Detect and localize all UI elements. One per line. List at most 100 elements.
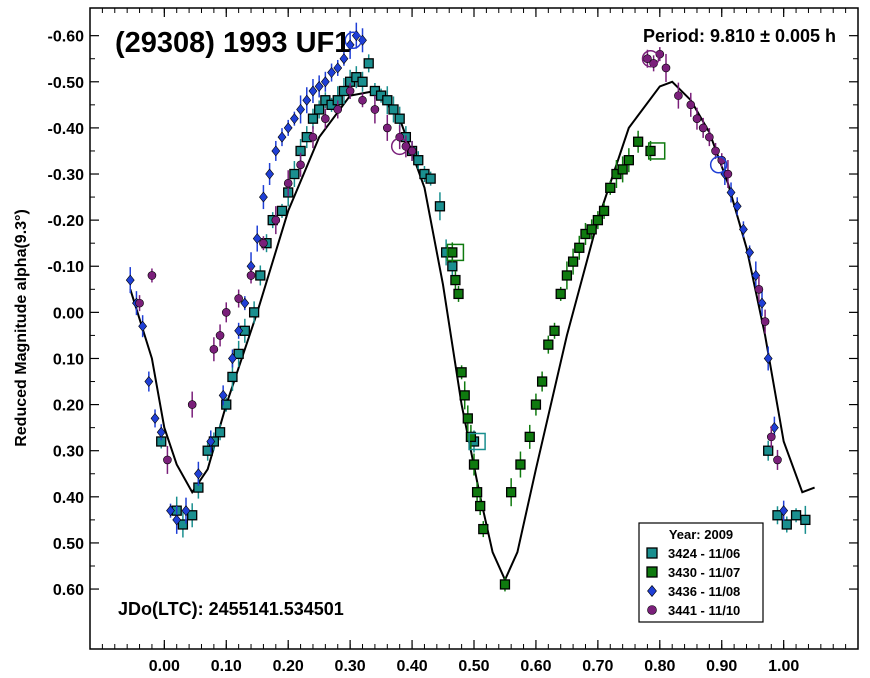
x-tick-label: 0.90: [706, 658, 737, 675]
data-point: [723, 169, 733, 179]
data-point: [623, 155, 634, 166]
data-point: [779, 505, 789, 517]
data-point: [296, 103, 305, 115]
data-point: [177, 519, 189, 530]
highlight-marker: [390, 137, 409, 156]
data-point: [705, 132, 714, 142]
x-tick-label: 0.40: [396, 658, 427, 675]
data-point: [255, 270, 266, 281]
highlight-marker: [647, 142, 666, 160]
data-point: [605, 182, 616, 193]
highlight-marker: [709, 156, 728, 174]
data-point: [215, 331, 225, 340]
data-point: [515, 459, 526, 470]
y-tick-label: 0.30: [53, 444, 84, 461]
y-tick-label: 0.40: [53, 490, 84, 507]
data-point: [468, 459, 480, 470]
data-point: [453, 288, 464, 300]
data-point: [271, 215, 281, 225]
data-point: [530, 399, 542, 410]
data-point: [592, 214, 604, 226]
data-point: [645, 145, 656, 157]
data-point: [181, 505, 191, 517]
data-point: [524, 431, 535, 443]
data-point: [314, 104, 325, 115]
data-point: [296, 160, 305, 170]
legend-item: 3430 - 11/07: [646, 565, 740, 580]
y-tick-label: 0.00: [53, 305, 84, 322]
data-point: [773, 455, 782, 465]
legend: Year: 2009 3424 - 11/06 3430 - 11/07 3436 …: [638, 522, 764, 623]
data-point: [475, 500, 486, 512]
data-point: [732, 200, 742, 212]
data-point: [447, 247, 458, 258]
data-point: [456, 367, 467, 378]
data-point: [265, 168, 274, 180]
data-point: [674, 91, 683, 100]
data-point: [218, 389, 228, 401]
data-point: [277, 131, 287, 143]
data-point: [206, 436, 216, 447]
data-point: [172, 514, 182, 526]
data-point: [333, 62, 343, 74]
data-point: [194, 468, 203, 480]
x-tick-label: 0.70: [582, 658, 613, 675]
data-point: [283, 178, 293, 188]
data-point: [739, 223, 748, 235]
data-point: [745, 246, 754, 258]
data-point: [321, 114, 330, 123]
highlight-marker: [344, 31, 362, 50]
data-point: [574, 242, 585, 253]
data-point: [561, 270, 573, 281]
data-point: [144, 376, 154, 388]
data-point: [327, 67, 336, 79]
data-point: [233, 348, 244, 360]
data-point: [163, 455, 172, 465]
data-point: [320, 76, 330, 88]
data-point: [314, 80, 324, 92]
data-point: [221, 308, 231, 317]
data-point: [598, 205, 610, 217]
legend-item: 3424 - 11/06: [646, 546, 740, 561]
data-point: [751, 269, 761, 281]
period-label: Period: 9.810 ± 0.005 h: [643, 26, 836, 46]
data-point: [339, 53, 349, 65]
data-point: [692, 114, 702, 123]
legend-marker: [647, 605, 657, 615]
data-point: [760, 317, 770, 326]
x-tick-label: 0.50: [458, 658, 489, 675]
data-point: [302, 94, 312, 106]
data-point: [754, 285, 764, 294]
data-point: [370, 105, 380, 114]
legend-label: 3441 - 11/10: [668, 603, 740, 618]
data-point: [766, 432, 776, 442]
data-point: [283, 122, 293, 134]
data-point: [382, 95, 393, 106]
data-point: [289, 168, 300, 180]
data-point: [413, 155, 424, 166]
data-point: [586, 224, 597, 235]
data-point: [763, 352, 773, 364]
data-point: [345, 86, 355, 96]
y-tick-label: 0.60: [53, 582, 84, 599]
data-point: [202, 445, 213, 456]
data-point: [395, 132, 404, 142]
data-point: [382, 123, 392, 133]
legend-title: Year: 2009: [669, 527, 733, 542]
data-point: [506, 487, 517, 498]
chart-title: (29308) 1993 UF1: [115, 27, 350, 59]
data-point: [333, 105, 343, 114]
legend-marker: [646, 547, 658, 559]
x-tick-label: 0.20: [273, 658, 304, 675]
data-point: [407, 146, 417, 156]
legend-item: 3436 - 11/08: [647, 584, 740, 599]
data-point: [643, 54, 652, 64]
data-point: [450, 274, 461, 286]
data-point: [187, 400, 197, 409]
data-point: [543, 339, 554, 350]
data-point: [308, 132, 318, 142]
data-point: [447, 261, 458, 272]
data-point: [259, 238, 268, 248]
data-point: [307, 113, 319, 124]
